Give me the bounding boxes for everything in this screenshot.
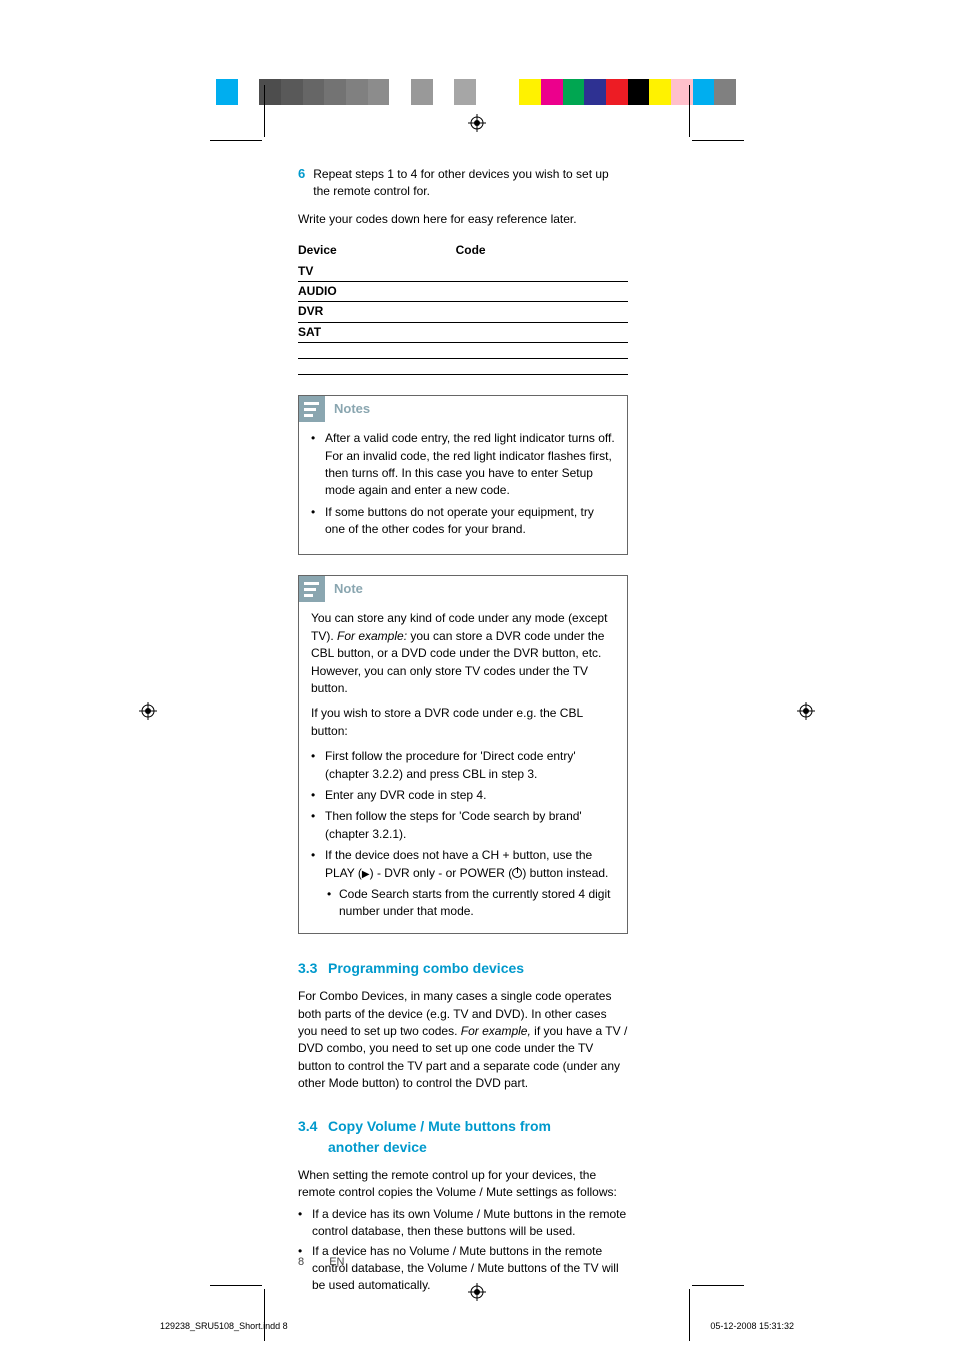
step-number: 6 bbox=[298, 166, 305, 201]
note-item: After a valid code entry, the red light … bbox=[311, 430, 615, 500]
print-colorbar bbox=[216, 79, 736, 105]
row-dvr: DVR bbox=[298, 302, 406, 322]
page-number: 8 bbox=[298, 1256, 304, 1268]
section-3-4-list: If a device has its own Volume / Mute bu… bbox=[298, 1206, 628, 1295]
print-metadata: 129238_SRU5108_Short.indd 8 05-12-2008 1… bbox=[160, 1320, 794, 1333]
note-item: If some buttons do not operate your equi… bbox=[311, 504, 615, 539]
registration-mark-icon bbox=[797, 702, 815, 720]
list-item: If a device has its own Volume / Mute bu… bbox=[298, 1206, 628, 1241]
step-6: 6 Repeat steps 1 to 4 for other devices … bbox=[298, 166, 628, 201]
print-file: 129238_SRU5108_Short.indd 8 bbox=[160, 1320, 288, 1333]
crop-mark bbox=[210, 140, 262, 141]
row-sat: SAT bbox=[298, 322, 406, 342]
note2-lead: If you wish to store a DVR code under e.… bbox=[311, 705, 615, 740]
note2-item: Then follow the steps for 'Code search b… bbox=[311, 808, 615, 843]
section-3-3-body: For Combo Devices, in many cases a singl… bbox=[298, 988, 628, 1092]
crop-mark bbox=[692, 1285, 744, 1286]
note2-intro: You can store any kind of code under any… bbox=[311, 610, 615, 697]
power-icon bbox=[512, 868, 522, 878]
notes-icon bbox=[299, 576, 325, 602]
registration-mark-icon bbox=[468, 114, 486, 132]
codes-table: Device Code TV AUDIO DVR SAT bbox=[298, 240, 628, 375]
row-tv: TV bbox=[298, 262, 406, 282]
notes-box-2: Note You can store any kind of code unde… bbox=[298, 575, 628, 933]
note2-sub: Code Search starts from the currently st… bbox=[311, 886, 615, 921]
page-content: 6 Repeat steps 1 to 4 for other devices … bbox=[298, 166, 628, 1297]
section-3-3-heading: 3.3Programming combo devices bbox=[298, 958, 628, 978]
th-device: Device bbox=[298, 240, 406, 261]
row-audio: AUDIO bbox=[298, 281, 406, 301]
registration-mark-icon bbox=[139, 702, 157, 720]
crop-mark bbox=[210, 1285, 262, 1286]
list-item: If a device has no Volume / Mute buttons… bbox=[298, 1243, 628, 1295]
crop-mark bbox=[264, 85, 265, 137]
section-3-4-body: When setting the remote control up for y… bbox=[298, 1167, 628, 1202]
note2-item: If the device does not have a CH + butto… bbox=[311, 847, 615, 882]
step-text: Repeat steps 1 to 4 for other devices yo… bbox=[313, 166, 628, 201]
crop-mark bbox=[689, 1289, 690, 1341]
page-lang: EN bbox=[329, 1256, 344, 1268]
page-footer: 8 EN bbox=[298, 1255, 344, 1271]
section-3-4-heading: 3.4Copy Volume / Mute buttons fromanothe… bbox=[298, 1116, 628, 1157]
th-code: Code bbox=[406, 240, 628, 261]
crop-mark bbox=[692, 140, 744, 141]
notes-box-1: Notes After a valid code entry, the red … bbox=[298, 395, 628, 555]
crop-mark bbox=[689, 85, 690, 137]
write-codes-note: Write your codes down here for easy refe… bbox=[298, 211, 628, 228]
note2-item: First follow the procedure for 'Direct c… bbox=[311, 748, 615, 783]
note-title: Note bbox=[334, 580, 363, 599]
crop-mark bbox=[264, 1289, 265, 1341]
play-icon: ▶ bbox=[362, 869, 370, 880]
note2-item: Enter any DVR code in step 4. bbox=[311, 787, 615, 804]
notes-icon bbox=[299, 396, 325, 422]
notes-title: Notes bbox=[334, 400, 370, 419]
print-timestamp: 05-12-2008 15:31:32 bbox=[710, 1320, 794, 1333]
